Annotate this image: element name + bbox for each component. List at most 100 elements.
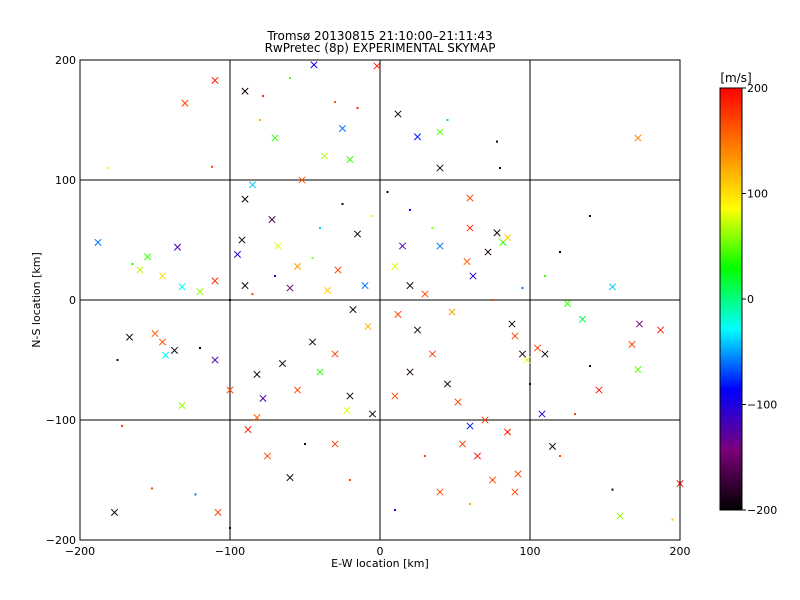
colorbar-tick-label: −100	[747, 399, 777, 412]
data-point-x	[349, 306, 357, 314]
data-point-x	[286, 474, 294, 482]
x-tick-label: −200	[65, 545, 95, 558]
data-point-x	[413, 326, 422, 334]
data-point-x	[635, 320, 644, 328]
data-point-x	[473, 452, 482, 460]
x-tick-label: −100	[215, 545, 245, 558]
colorbar-scale	[719, 87, 743, 511]
data-point-x	[253, 370, 261, 378]
data-point-x	[338, 124, 347, 132]
data-point-dot	[469, 503, 471, 505]
data-point-x	[293, 386, 302, 394]
data-point-x	[481, 416, 489, 424]
data-point-x	[523, 356, 531, 364]
data-point-x	[136, 266, 144, 274]
data-point-x	[628, 340, 636, 348]
data-point-dot	[671, 518, 674, 521]
data-point-x	[226, 386, 234, 394]
data-point-x	[346, 392, 354, 400]
data-point-x	[244, 426, 252, 434]
data-point-x	[158, 272, 167, 280]
data-point-x	[463, 258, 471, 266]
data-points	[94, 61, 684, 529]
data-point-x	[373, 62, 381, 70]
colorbar-tick-label: 200	[747, 82, 768, 95]
data-point-x	[493, 229, 501, 237]
data-point-x	[511, 332, 519, 340]
data-point-x	[508, 320, 516, 328]
data-point-x	[454, 398, 462, 406]
data-point-dot	[409, 209, 411, 211]
data-point-dot	[424, 455, 426, 457]
data-point-dot	[431, 227, 434, 229]
data-point-x	[391, 392, 399, 400]
y-tick-label: 100	[55, 174, 76, 187]
data-point-x	[361, 282, 369, 290]
data-point-x	[125, 333, 134, 341]
data-point-x	[398, 242, 407, 250]
data-point-dot	[544, 275, 546, 277]
data-point-x	[346, 156, 354, 164]
data-point-x	[238, 236, 246, 244]
data-point-x	[268, 216, 276, 224]
data-point-x	[241, 195, 249, 203]
data-point-x	[178, 402, 186, 410]
x-tick-label: 200	[670, 545, 691, 558]
data-point-x	[211, 76, 219, 84]
data-point-dot	[349, 479, 351, 481]
data-point-dot	[116, 359, 119, 361]
y-tick-label: −200	[46, 534, 76, 547]
data-point-x	[286, 284, 294, 292]
data-point-dot	[262, 95, 264, 97]
data-point-x	[406, 282, 414, 290]
x-tick-label: 100	[520, 545, 541, 558]
data-point-x	[608, 283, 617, 291]
data-point-x	[158, 338, 167, 346]
data-point-x	[211, 277, 219, 285]
data-point-dot	[446, 119, 449, 121]
data-point-x	[634, 134, 642, 142]
data-point-x	[178, 283, 186, 291]
data-point-x	[274, 242, 282, 250]
data-point-x	[436, 242, 444, 250]
data-point-x	[466, 224, 474, 232]
data-point-x	[173, 243, 182, 251]
data-point-dot	[394, 509, 396, 511]
data-point-dot	[151, 487, 153, 490]
data-point-dot	[559, 455, 561, 457]
data-point-x	[181, 99, 189, 107]
data-point-x	[595, 386, 603, 394]
data-point-x	[503, 234, 512, 242]
data-point-x	[161, 351, 170, 359]
data-point-dot	[121, 425, 123, 427]
data-point-x	[634, 366, 642, 374]
data-point-dot	[107, 167, 110, 169]
data-point-x	[259, 394, 267, 402]
data-point-dot	[386, 191, 389, 193]
chart-title: Tromsø 20130815 21:10:00–21:11:43	[266, 29, 492, 43]
data-point-x	[233, 250, 242, 258]
data-point-x	[436, 164, 444, 172]
data-point-x	[278, 360, 287, 368]
colorbar-tick-label: 0	[747, 293, 754, 306]
data-point-dot	[334, 101, 336, 103]
data-point-x	[308, 338, 317, 346]
data-point-dot	[229, 527, 231, 529]
data-point-x	[448, 308, 456, 316]
colorbar: [m/s] 200 100 0 −100 −200	[719, 71, 777, 517]
data-point-x	[331, 350, 339, 358]
data-point-dot	[611, 488, 614, 491]
data-point-x	[241, 282, 249, 290]
data-point-x	[436, 488, 444, 496]
data-point-x	[518, 350, 527, 358]
data-point-x	[394, 110, 402, 118]
data-point-x	[514, 470, 522, 478]
y-tick-label: 0	[69, 294, 76, 307]
data-point-x	[533, 344, 542, 352]
data-point-dot	[211, 165, 213, 168]
data-point-x	[211, 356, 219, 364]
data-point-x	[151, 330, 159, 338]
data-point-x	[616, 512, 624, 520]
data-point-dot	[529, 383, 531, 385]
